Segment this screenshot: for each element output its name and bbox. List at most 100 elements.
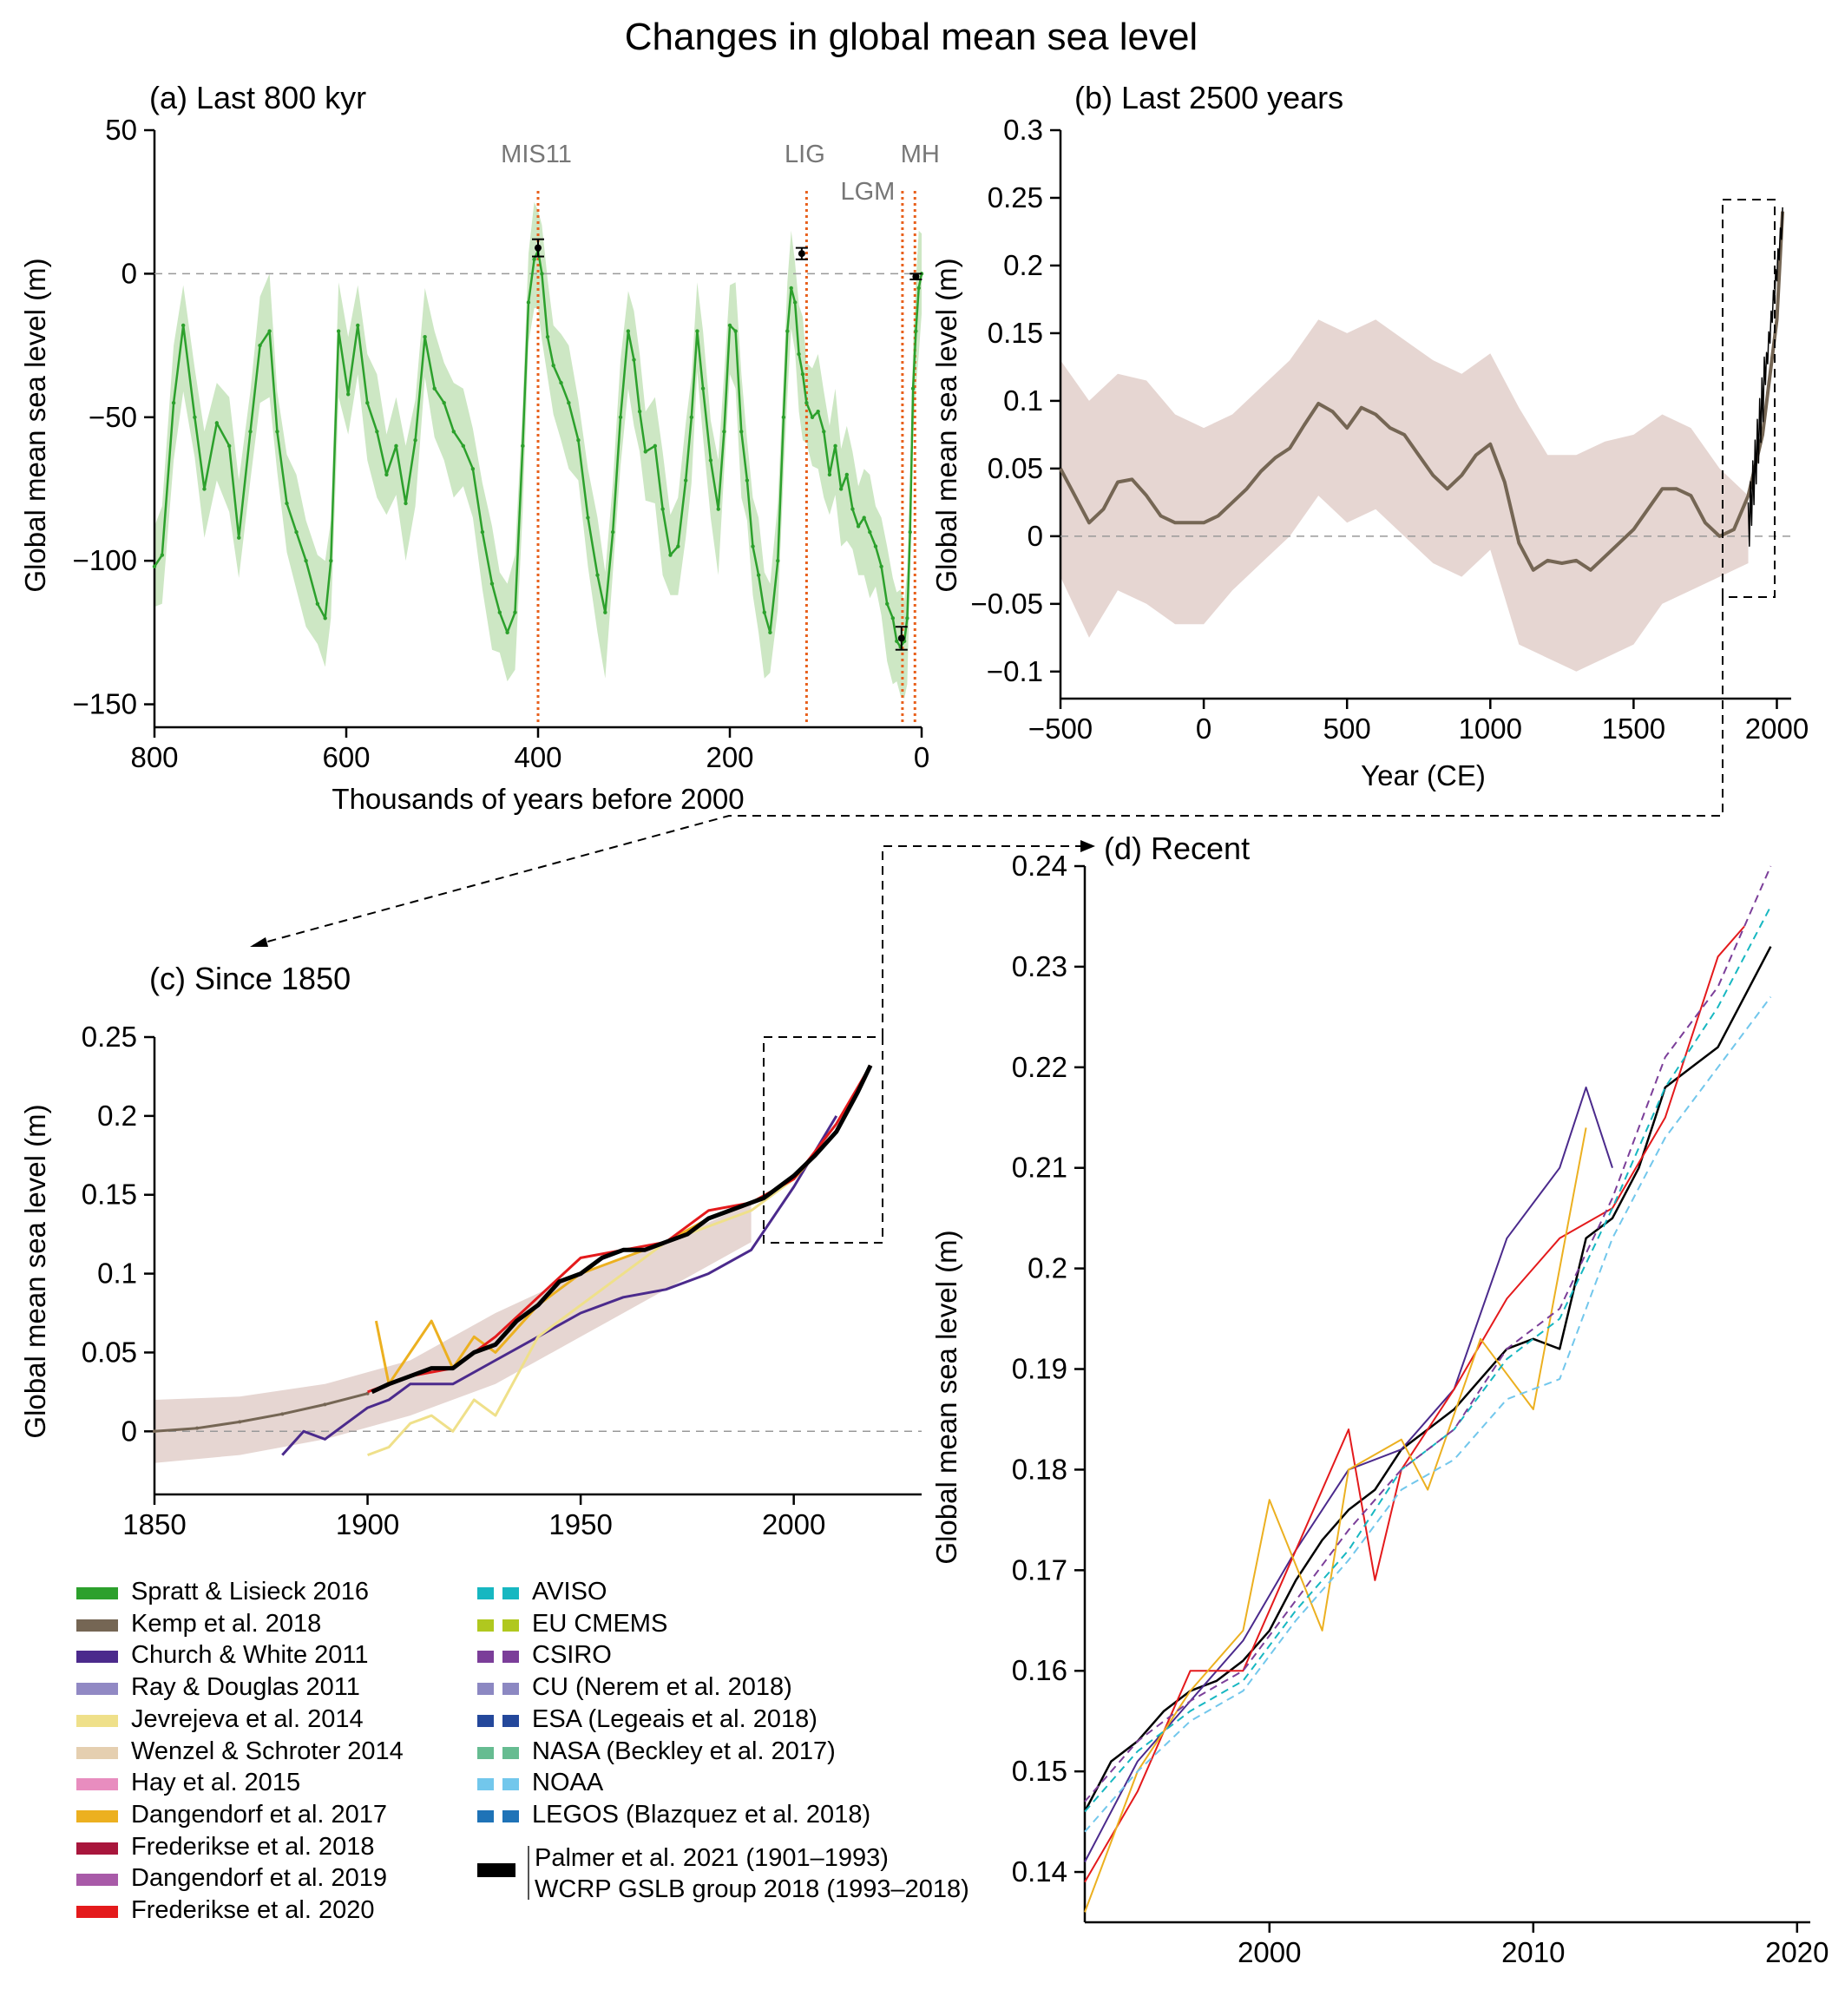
- panel-c-y-tick-label: 0.2: [97, 1100, 137, 1132]
- spratt-point: [413, 438, 417, 443]
- legend-label: Ray & Douglas 2011: [131, 1673, 360, 1702]
- legend-label: Spratt & Lisieck 2016: [131, 1578, 370, 1606]
- panel-a-x-tick-label: 0: [914, 741, 929, 773]
- spratt-point: [603, 610, 607, 614]
- spratt-point: [895, 639, 899, 643]
- legend-swatch: [477, 1809, 519, 1822]
- spratt-point: [489, 581, 495, 586]
- legend-swatch: [477, 1778, 519, 1791]
- spratt-point: [890, 616, 896, 621]
- legend-label: EU CMEMS: [532, 1609, 668, 1638]
- spratt-point: [708, 458, 713, 463]
- spratt-point: [632, 358, 636, 362]
- panel-d-y-tick-label: 0.2: [1028, 1252, 1067, 1284]
- legend-swatch: [477, 1746, 519, 1759]
- spratt-point: [722, 430, 726, 434]
- panel-c-y-tick-label: 0.05: [82, 1336, 137, 1368]
- legend-swatch: [76, 1683, 118, 1696]
- spratt-point: [914, 329, 918, 333]
- legend-swatch: [76, 1619, 118, 1632]
- panel-c-x-tick-label: 1950: [548, 1508, 612, 1540]
- spratt-point: [716, 507, 720, 511]
- spratt-point: [432, 386, 437, 391]
- spratt-point: [423, 334, 427, 339]
- spratt-point: [202, 487, 207, 491]
- legend-label: NASA (Beckley et al. 2017): [532, 1737, 836, 1765]
- spratt-point: [660, 507, 665, 511]
- spratt-point: [513, 610, 517, 614]
- panel-d-plot: 2000 2010 2020 0.24 0.23 0.22 0.21 0.2 0.19 0.18 0…: [1012, 850, 1829, 1968]
- spratt-point: [526, 300, 531, 305]
- panel-d-series-5: [1084, 865, 1772, 1803]
- spratt-point: [689, 415, 693, 419]
- legend-label: Jevrejeva et al. 2014: [131, 1704, 364, 1733]
- marker-label: MIS11: [501, 141, 572, 168]
- spratt-point: [756, 573, 761, 577]
- panel-a-xlabel: Thousands of years before 2000: [332, 783, 744, 815]
- legend-label: Dangendorf et al. 2019: [131, 1864, 388, 1893]
- panel-a-title: (a) Last 800 kyr: [149, 80, 366, 115]
- panel-d-y-tick-label: 0.16: [1012, 1654, 1067, 1686]
- panel-a-y-tick-label: −50: [89, 401, 137, 433]
- kemp-uncertainty-band: [1060, 319, 1749, 672]
- legend-swatch: [76, 1906, 118, 1918]
- panel-d-y-tick-label: 0.17: [1012, 1553, 1067, 1586]
- legend-swatch: [76, 1842, 118, 1855]
- spratt-point: [916, 286, 921, 291]
- panel-b-plot: −500 0 500 1000 1500 2000 0.3 0.25 0.2 0.15 0.1 0.0…: [971, 114, 1809, 745]
- kemp-point: [280, 1412, 285, 1416]
- legend-swatch: [477, 1587, 519, 1599]
- panel-c-y-tick-label: 0: [121, 1415, 137, 1447]
- legend-bracket: [528, 1846, 529, 1900]
- panel-b-y-tick-label: −0.05: [971, 588, 1044, 620]
- panel-d-series-3: [1084, 1127, 1587, 1913]
- panel-b-x-tick-label: 0: [1196, 712, 1211, 745]
- spratt-point: [695, 329, 699, 333]
- panel-d-series-4: [1084, 905, 1772, 1813]
- spratt-point: [442, 401, 446, 405]
- panel-d-series-1: [1084, 1087, 1613, 1862]
- spratt-point: [545, 334, 550, 339]
- panel-b-zoom-box: [1722, 199, 1776, 598]
- spratt-point: [910, 386, 916, 391]
- spratt-point: [567, 401, 571, 405]
- spratt-point: [258, 343, 262, 348]
- panel-c-y-tick-label: 0.1: [97, 1258, 137, 1290]
- panel-b-y-tick-label: 0.25: [988, 181, 1043, 213]
- legend-swatch: [477, 1683, 519, 1696]
- panel-b-x-tick-label: −500: [1028, 712, 1093, 745]
- spratt-point: [879, 564, 883, 568]
- legend-black-label-2: WCRP GSLB group 2018 (1993–2018): [535, 1875, 969, 1903]
- panel-c-x-tick-label: 1900: [336, 1508, 399, 1540]
- spratt-point: [551, 364, 555, 368]
- spratt-point: [394, 443, 398, 449]
- spratt-point: [576, 438, 581, 443]
- spratt-point: [181, 323, 186, 328]
- spratt-point: [797, 351, 801, 357]
- panel-d-y-tick-label: 0.18: [1012, 1453, 1067, 1485]
- legend-label: Dangendorf et al. 2017: [131, 1800, 388, 1829]
- legend-label: Hay et al. 2015: [131, 1769, 301, 1797]
- spratt-point: [700, 386, 706, 391]
- legend-label: Wenzel & Schroter 2014: [131, 1737, 404, 1765]
- panel-d-y-tick-label: 0.14: [1012, 1855, 1067, 1888]
- spratt-point: [375, 430, 379, 434]
- legend-label: Kemp et al. 2018: [131, 1609, 322, 1638]
- spratt-point: [844, 472, 850, 477]
- spratt-point: [152, 564, 157, 568]
- spratt-point: [885, 601, 890, 606]
- spratt-point: [676, 544, 680, 548]
- legend-swatch: [76, 1809, 118, 1822]
- spratt-point: [643, 450, 647, 454]
- spratt-point: [384, 472, 389, 477]
- panel-d-y-tick-label: 0.15: [1012, 1755, 1067, 1787]
- legend-label: ESA (Legeais et al. 2018): [532, 1704, 817, 1733]
- spratt-point: [595, 573, 600, 577]
- connector-c-to-d: [882, 845, 1089, 1037]
- panel-b-y-tick-label: 0.05: [988, 452, 1043, 484]
- figure-title: Changes in global mean sea level: [625, 16, 1198, 58]
- spratt-point: [285, 501, 289, 506]
- panel-b-x-tick-label: 2000: [1745, 712, 1809, 745]
- spratt-point: [868, 529, 872, 535]
